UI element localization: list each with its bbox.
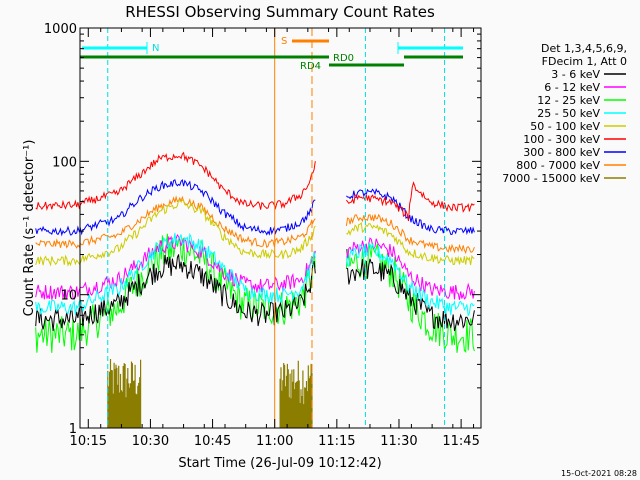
plot-frame [79, 27, 482, 429]
legend-label-6-12-kev: 6 - 12 keV [544, 81, 600, 94]
y-axis-label: Count Rate (s⁻¹ detector⁻¹) [22, 140, 37, 317]
x-axis: 10:15 10:30 10:45 11:00 11:15 11:30 11:45 [70, 28, 480, 449]
y-tick-label-1: 1 [69, 422, 77, 437]
y-tick-label-4: 1000 [44, 22, 77, 37]
x-axis-label: Start Time (26-Jul-09 10:12:42) [178, 456, 381, 471]
spikes-7000-15000-kev-2 [279, 360, 313, 428]
series-100-300-kev-segment-2 [345, 181, 475, 222]
series-50-100-kev-segment-2 [346, 221, 475, 266]
legend-label-25-50-kev: 25 - 50 keV [537, 107, 600, 120]
legend-label-12-25-kev: 12 - 25 keV [537, 94, 600, 107]
label-n: N [152, 43, 159, 54]
legend-header-line-1: Det 1,3,4,5,6,9, [541, 42, 627, 55]
chart-title: RHESSI Observing Summary Count Rates [125, 3, 435, 21]
series-800-7000-kev-segment-2 [345, 213, 475, 255]
series-6-12-kev-segment-1 [35, 233, 316, 301]
series-50-100-kev-segment-1 [35, 199, 316, 267]
label-rd4: RD4 [300, 61, 321, 72]
x-tick-label-4: 11:00 [256, 434, 293, 449]
plot-area: N S RD4 RD0 [35, 28, 475, 428]
legend-label-100-300-kev: 100 - 300 keV [523, 133, 600, 146]
x-tick-label-3: 10:45 [194, 434, 231, 449]
timestamp-label: 15-Oct-2021 08:28 [561, 469, 637, 478]
series-25-50-kev-segment-2 [345, 242, 475, 317]
y-tick-label-2: 10 [60, 289, 77, 304]
y-tick-label-3: 100 [52, 155, 77, 170]
legend-label-300-800-kev: 300 - 800 keV [523, 146, 600, 159]
legend-label-3-6-kev: 3 - 6 keV [551, 68, 600, 81]
x-tick-label-7: 11:45 [442, 434, 479, 449]
x-tick-label-1: 10:15 [70, 434, 107, 449]
series-800-7000-kev-segment-1 [35, 195, 316, 249]
series-3-6-kev-segment-1 [35, 254, 316, 331]
legend-header-line-2: FDecim 1, Att 0 [542, 55, 627, 68]
legend-label-50-100-kev: 50 - 100 keV [530, 120, 600, 133]
legend-label-800-7000-kev: 800 - 7000 keV [516, 159, 600, 172]
label-s: S [281, 36, 287, 47]
series-3-6-kev-segment-2 [346, 258, 475, 332]
y-axis: 1 10 100 1000 [44, 22, 481, 437]
series-300-800-kev-segment-2 [346, 187, 475, 236]
legend: Det 1,3,4,5,6,9, FDecim 1, Att 0 3 - 6 k… [502, 42, 627, 185]
x-tick-label-6: 11:30 [380, 434, 417, 449]
label-rd0: RD0 [333, 53, 354, 64]
x-tick-label-2: 10:30 [132, 434, 169, 449]
x-tick-label-5: 11:15 [318, 434, 355, 449]
legend-label-7000-15000-kev: 7000 - 15000 keV [502, 172, 600, 185]
series-12-25-kev-segment-2 [345, 242, 475, 353]
